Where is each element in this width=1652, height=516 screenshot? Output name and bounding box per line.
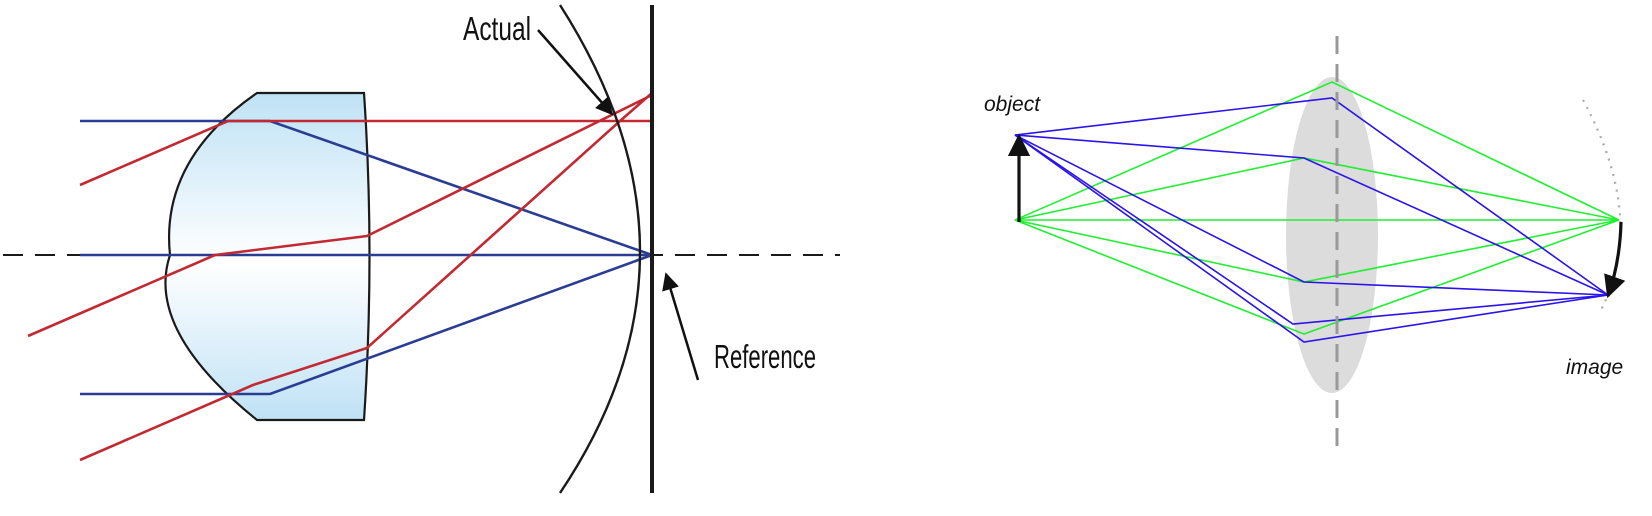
blue-ray bbox=[1014, 134, 1609, 296]
image-label: image bbox=[1566, 356, 1623, 379]
image-surface-dotted bbox=[1582, 99, 1622, 313]
actual-wavefront bbox=[558, 4, 642, 494]
actual-arrow bbox=[537, 29, 614, 116]
reference-label: Reference bbox=[714, 338, 816, 375]
blue-ray bbox=[1014, 134, 1609, 296]
blue-ray bbox=[1014, 97, 1609, 296]
red-ray-1 bbox=[79, 119, 652, 187]
right-diagram: object image bbox=[984, 36, 1626, 455]
red-ray-3 bbox=[79, 92, 653, 462]
red-rays bbox=[27, 92, 653, 462]
actual-label: Actual bbox=[463, 10, 531, 47]
red-ray-2 bbox=[27, 93, 653, 338]
reference-arrow bbox=[662, 272, 700, 381]
green-ray bbox=[1014, 81, 1620, 221]
object-label: object bbox=[984, 93, 1041, 116]
blue-ray-bottom bbox=[80, 253, 653, 396]
image-arrow bbox=[1604, 221, 1626, 299]
left-diagram: Actual Reference bbox=[3, 4, 840, 494]
blue-violet-rays bbox=[1014, 97, 1609, 343]
thin-lens bbox=[1286, 77, 1378, 393]
aspheric-lens bbox=[164, 91, 371, 422]
blue-ray bbox=[1014, 134, 1609, 343]
blue-ray bbox=[1014, 134, 1609, 325]
green-ray bbox=[1014, 219, 1620, 335]
